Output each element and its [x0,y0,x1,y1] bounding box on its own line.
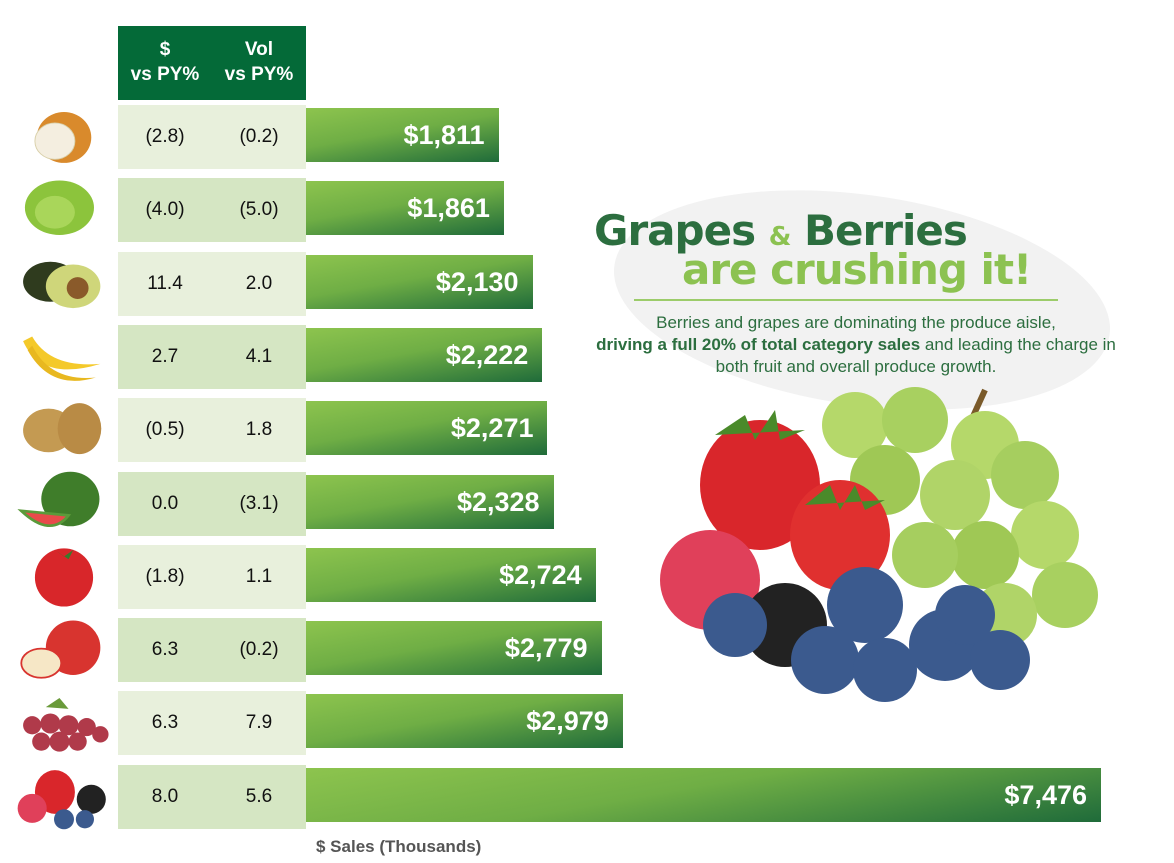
dollar-vs-py-cell: (4.0) [145,199,185,221]
bar-value-label: $2,724 [499,559,582,590]
avocado-icon [23,261,101,308]
bar-value-label: $2,328 [456,486,540,517]
tomato-icon [34,548,94,607]
vol-vs-py-cell: (5.0) [239,199,279,221]
green-grapes-icon [822,387,1098,647]
vol-vs-py-cell: 4.1 [245,345,273,367]
onion-icon [34,112,92,163]
watermelon-icon [17,471,100,527]
strawberry-icon [700,410,890,590]
sales-bar: $2,328 [306,474,554,529]
vol-vs-py-cell: 1.1 [245,565,273,587]
bar-value-label: $2,979 [526,706,609,737]
vol-vs-py-cell: (3.1) [239,492,279,514]
sales-bar: $2,271 [306,401,548,456]
table-row: 8.0 5.6 [118,764,306,829]
dollar-vs-py-cell: (1.8) [145,565,185,587]
bar-value-label: $7,476 [1004,779,1087,810]
sales-bar: $7,476 [306,767,1101,822]
sales-bar: $2,979 [306,694,623,749]
potato-icon [23,403,102,455]
table-header: $ vs PY% Vol vs PY% [118,26,306,100]
table-row: (1.8) 1.1 [118,544,306,609]
table-row: 0.0 (3.1) [118,471,306,536]
grapes-icon [23,698,109,753]
table-row: 2.7 4.1 [118,324,306,389]
bar-value-label: $2,222 [445,339,529,370]
vol-vs-py-cell: (0.2) [239,639,279,661]
banana-icon [23,336,101,381]
bar-value-label: $2,779 [504,633,588,664]
x-axis-label: $ Sales (Thousands) [316,837,482,856]
blueberries-icon [703,567,1030,702]
table-row: (0.5) 1.8 [118,398,306,463]
sales-bar: $1,811 [306,108,499,162]
grapes-berries-image [660,387,1098,702]
dollar-vs-py-cell: 8.0 [151,785,179,807]
table-row: 6.3 7.9 [118,691,306,756]
sales-bar: $2,130 [306,254,533,309]
sales-bar: $2,222 [306,327,543,382]
bar-value-label: $1,811 [403,120,485,150]
vol-vs-py-cell: 1.8 [245,419,273,441]
bar-value-label: $2,271 [450,413,534,444]
vol-vs-py-cell: (0.2) [239,126,279,147]
header-dollar-vs-py: $ vs PY% [130,39,200,85]
dollar-vs-py-cell: 6.3 [151,712,179,734]
sales-bar: $2,724 [306,547,596,602]
bar-value-label: $2,130 [435,266,519,297]
vol-vs-py-cell: 7.9 [245,712,273,734]
divider [634,299,1058,301]
berries-icon [17,769,106,829]
table-row: 11.4 2.0 [118,251,306,316]
apple-icon [20,620,101,679]
lettuce-icon [24,180,95,236]
vol-vs-py-cell: 5.6 [245,785,273,807]
table-row: 6.3 (0.2) [118,618,306,683]
sales-bar: $2,779 [306,621,602,676]
dollar-vs-py-cell: (0.5) [145,419,185,441]
dollar-vs-py-cell: 0.0 [151,492,179,514]
sales-bar: $1,861 [306,181,504,236]
table-row: (4.0) (5.0) [118,178,306,243]
dollar-vs-py-cell: 6.3 [151,639,179,661]
callout-subtitle: are crushing it! [682,245,1032,294]
bar-value-label: $1,861 [407,193,490,224]
dollar-vs-py-cell: (2.8) [145,126,185,147]
callout-title: Grapes & Berries [594,206,968,255]
callout-body: Berries and grapes are dominating the pr… [596,313,1116,376]
vol-vs-py-cell: 2.0 [245,272,273,294]
table-row: (2.8) (0.2) [118,105,306,169]
dollar-vs-py-cell: 11.4 [147,272,183,294]
dollar-vs-py-cell: 2.7 [151,345,179,367]
header-vol-vs-py: Vol vs PY% [224,39,294,85]
